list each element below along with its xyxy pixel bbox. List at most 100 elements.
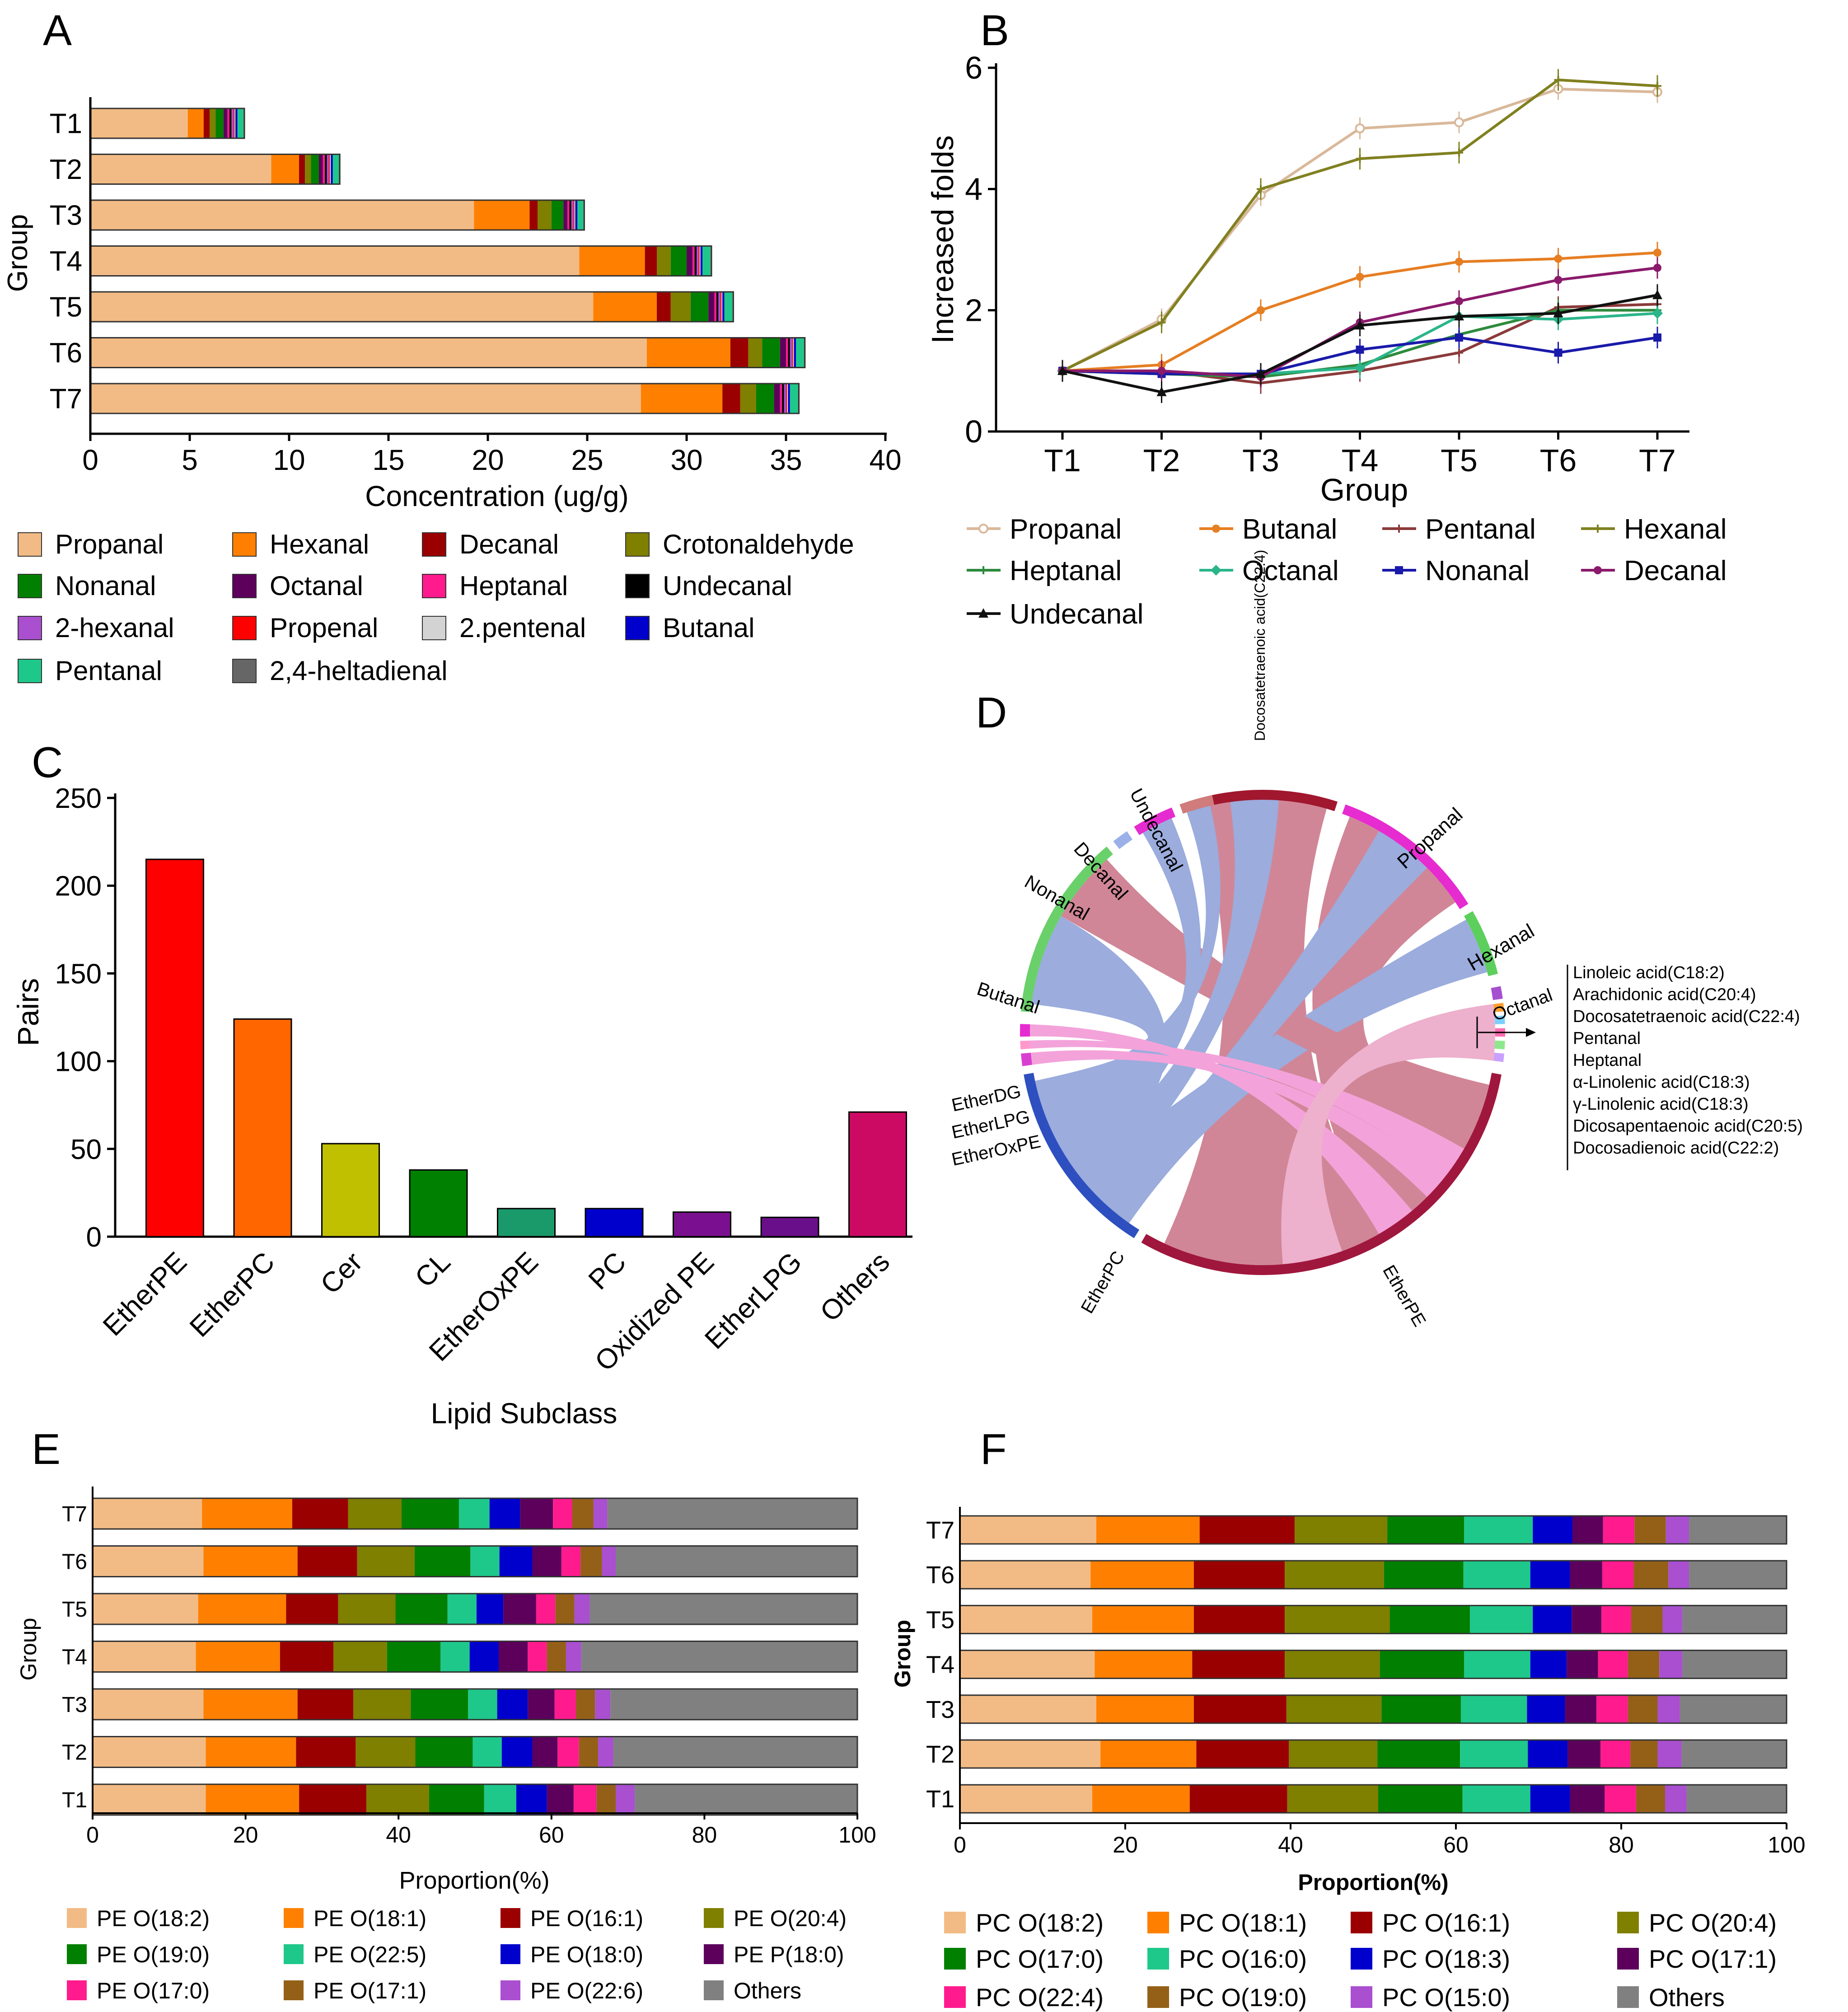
panel-e-segment-t3-pe-o-17-1 (575, 1689, 595, 1720)
panel-e-segment-t7-pe-o-18-0 (489, 1498, 520, 1529)
panel-e-segment-t3-pe-o-17-0 (554, 1689, 576, 1720)
panel-b-series-hexanal (1058, 69, 1661, 382)
panel-a-legend-label-propenal: Propenal (270, 613, 378, 643)
panel-a-segment-t6-heptanal (786, 338, 788, 368)
panel-f-segment-t6-pc-o-15-0 (1668, 1561, 1689, 1589)
panel-a-segment-t3-heptanal (567, 200, 570, 230)
panel-a-segment-t3-decanal (529, 200, 538, 230)
panel-b-line-chart: Increased folds Group 0 2 4 6 T1 T2 T3 T4 T5 T6 T7 (926, 50, 1689, 507)
panel-b-point-nonanal (1356, 345, 1364, 354)
panel-a-segment-t7-pentanal (790, 384, 798, 413)
panel-a-legend-label-2-pentenal: 2.pentenal (459, 613, 586, 643)
panel-b-legend-label-hexanal: Hexanal (1624, 514, 1726, 545)
panel-a-segment-t2-2-pentenal (330, 154, 331, 184)
panel-a-segment-t5-2-pentenal (721, 292, 723, 322)
panel-e-segment-t7-others (607, 1498, 857, 1529)
panel-f-segment-t7-pc-o-19-0 (1634, 1516, 1666, 1544)
panel-b-legend-label-butanal: Butanal (1242, 514, 1337, 545)
panel-a-x-tick-label: 40 (869, 444, 901, 476)
panel-a-segment-t5-pentanal (724, 292, 733, 322)
panel-b-point-undecanal (1057, 365, 1067, 375)
panel-b-point-hexanal (1455, 148, 1463, 157)
callout-item-4: Pentanal (1573, 1029, 1641, 1048)
panel-c-ylabel: Pairs (11, 978, 45, 1046)
panel-a-legend-swatch-undecanal (625, 574, 650, 598)
panel-e-segment-t6-pe-o-17-1 (580, 1546, 602, 1577)
panel-f-x-tick-label: 60 (1443, 1832, 1469, 1857)
panel-a-legend-swatch-pentanal (18, 659, 42, 683)
panel-e-segment-t6-pe-o-18-1 (203, 1546, 298, 1577)
panel-a-segment-t1-nonanal (215, 108, 224, 138)
panel-e-legend-swatch-pe-o-22-6 (501, 1980, 520, 2000)
panel-e-segment-t6-pe-o-19-0 (414, 1546, 471, 1577)
panel-a-x-tick-label: 20 (472, 444, 504, 476)
panel-e-legend-swatch-pe-o-19-0 (67, 1944, 87, 1964)
panel-a-segment-t3-2-hexanal (571, 200, 574, 230)
panel-b-legend-marker-octanal (1211, 565, 1221, 576)
panel-a-category-label: T6 (50, 338, 82, 369)
panel-b-point-hexanal (1554, 75, 1563, 84)
panel-b-point-undecanal (1256, 368, 1266, 378)
panel-f-segment-t1-pc-o-18-3 (1530, 1785, 1570, 1813)
panel-b-point-octanal (1354, 362, 1366, 374)
panel-f-segment-t7-pc-o-16-0 (1464, 1516, 1533, 1544)
panel-a-segment-t7-crotonaldehyde (740, 384, 756, 413)
panel-label-f: F (980, 1425, 1007, 1473)
panel-b-y-tick-label: 2 (965, 293, 982, 328)
panel-b-x-tick-label: T2 (1143, 443, 1180, 478)
panel-e-ylabel: Group (16, 1618, 41, 1681)
panel-e-category-label: T3 (62, 1693, 87, 1717)
panel-e-segment-t1-pe-o-22-5 (484, 1784, 516, 1815)
panel-e-segment-t4-pe-o-19-0 (387, 1641, 441, 1672)
panel-e-segment-t6-pe-o-16-1 (297, 1546, 357, 1577)
panel-c-y-tick-label: 50 (70, 1134, 102, 1165)
panel-label-c: C (32, 738, 63, 787)
panel-a-legend-label-nonanal: Nonanal (55, 571, 156, 601)
panel-f-legend-swatch-pc-o-19-0 (1147, 1986, 1169, 2008)
panel-e-stacked-percent-chart: Group Proportion(%) T7 T6 T5 T4 T3 T2 T1 0 20 40 6… (16, 1487, 876, 1894)
panel-b-x-tick-label: T5 (1441, 443, 1478, 478)
panel-e-segment-t4-pe-o-17-1 (547, 1641, 566, 1672)
panel-e-segment-t4-pe-p-18-0 (498, 1641, 528, 1672)
panel-a-segment-t2-butanal (331, 154, 333, 184)
panel-b-legend-label-undecanal: Undecanal (1010, 599, 1143, 630)
panel-f-segment-t2-pc-o-18-2 (960, 1740, 1101, 1768)
panel-f-segment-t4-pc-o-19-0 (1628, 1650, 1660, 1679)
panel-a-stacked-bar-chart: Group Concentration (ug/g) T1 T2 T3 T4 T5 T6 T… (2, 97, 902, 512)
panel-e-segment-t7-pe-o-19-0 (401, 1498, 459, 1529)
chord-ribbon-13 (1281, 1004, 1496, 1265)
panel-a-segment-t1-crotonaldehyde (210, 108, 216, 138)
panel-a-segment-t6-hexanal (647, 338, 730, 368)
chord-label-etherpc: EtherPC (1077, 1248, 1129, 1317)
panel-f-segment-t1-others (1686, 1785, 1787, 1813)
panel-e-segment-t6-others (616, 1546, 857, 1577)
panel-a-segment-t6-nonanal (762, 338, 780, 368)
panel-f-segment-t4-pc-o-18-1 (1095, 1650, 1193, 1679)
panel-f-segment-t6-pc-o-20-4 (1285, 1561, 1384, 1589)
panel-a-legend-swatch-nonanal (18, 574, 42, 598)
panel-a-category-label: T4 (50, 246, 82, 277)
panel-f-legend-label-pc-o-17-1: PC O(17:1) (1649, 1945, 1777, 1973)
panel-e-legend-label-pe-o-16-1: PE O(16:1) (530, 1906, 643, 1931)
panel-f-segment-t2-pc-o-17-1 (1567, 1740, 1601, 1768)
panel-a-segment-t5-octanal (708, 292, 715, 322)
panel-f-segment-t3-pc-o-18-1 (1096, 1695, 1194, 1723)
panel-b-legend-label-nonanal: Nonanal (1425, 555, 1530, 586)
panel-f-legend-label-pc-o-22-4: PC O(22:4) (976, 1983, 1104, 2012)
panel-f-x-tick-label: 40 (1278, 1832, 1303, 1857)
panel-f-segment-t5-pc-o-16-1 (1193, 1605, 1285, 1634)
panel-f-segment-t1-pc-o-18-1 (1092, 1785, 1190, 1813)
panel-f-segment-t5-pc-o-22-4 (1601, 1605, 1631, 1634)
panel-a-segment-t3-propanal (90, 200, 474, 230)
panel-e-legend-label-pe-o-20-4: PE O(20:4) (734, 1906, 847, 1931)
panel-c-y-tick-label: 250 (55, 783, 102, 814)
callout-item-9: Docosadienoic acid(C22:2) (1573, 1139, 1779, 1158)
panel-a-segment-t1-pentanal (237, 108, 243, 138)
panel-a-segment-t6-pentanal (796, 338, 804, 368)
chord-sector-etheroxpe (1021, 1052, 1033, 1066)
panel-e-segment-t6-pe-o-22-5 (470, 1546, 500, 1577)
panel-e-segment-t2-pe-o-20-4 (356, 1736, 416, 1768)
panel-e-legend-swatch-pe-o-18-0 (501, 1944, 520, 1964)
panel-f-legend-swatch-pc-o-18-3 (1351, 1948, 1372, 1970)
